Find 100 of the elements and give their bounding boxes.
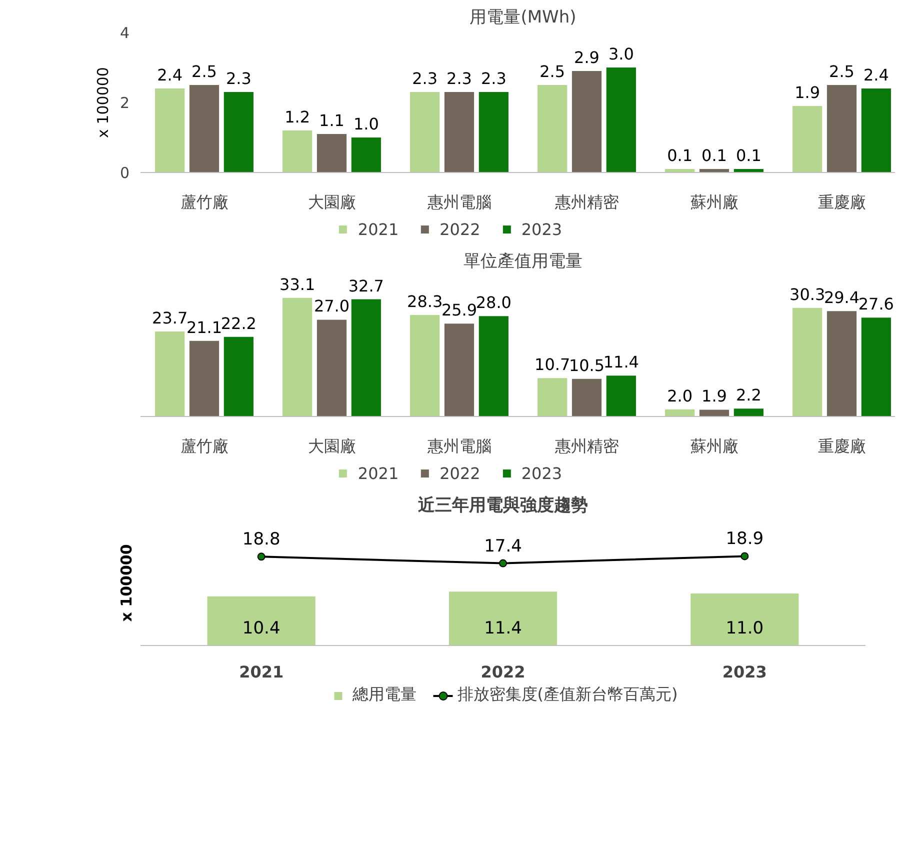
bar — [444, 324, 474, 416]
y-axis-title: x 100000 — [118, 544, 136, 622]
data-label: 10.7 — [534, 355, 570, 374]
data-label: 11.0 — [726, 618, 764, 638]
legend-label: 總用電量 — [352, 684, 416, 706]
x-tick-label: 蘇州廠 — [690, 192, 738, 212]
bar — [155, 332, 185, 416]
data-label: 29.4 — [824, 288, 860, 308]
data-label: 2.3 — [446, 69, 472, 88]
bar — [665, 409, 695, 416]
x-tick-label: 惠州電腦 — [426, 192, 492, 212]
bar — [538, 378, 568, 416]
x-tick-label: 惠州精密 — [554, 192, 619, 212]
data-label: 23.7 — [152, 308, 188, 328]
chart-title: 單位產值用電量 — [464, 252, 582, 272]
y-tick-label: 0 — [120, 164, 130, 182]
bar — [826, 85, 857, 172]
y-axis-title: x 100000 — [94, 67, 112, 138]
data-label: 2.3 — [412, 69, 438, 88]
chart-title: 用電量(MWh) — [470, 8, 576, 28]
y-tick-label: 4 — [120, 24, 130, 42]
data-label: 1.9 — [794, 83, 820, 102]
x-tick-label: 惠州電腦 — [426, 436, 492, 456]
bar — [572, 378, 602, 416]
bar — [478, 92, 508, 172]
bar — [224, 336, 254, 416]
bar — [316, 134, 347, 172]
data-label: 25.9 — [441, 300, 478, 320]
x-tick-label: 蘆竹廠 — [180, 436, 228, 456]
x-tick-label: 蘆竹廠 — [180, 192, 228, 212]
bar — [224, 92, 254, 172]
x-tick-label: 蘇州廠 — [690, 436, 738, 456]
y-tick-label: 2 — [120, 94, 130, 112]
bar — [444, 92, 474, 172]
data-label: 2.5 — [829, 62, 854, 81]
data-label: 30.3 — [790, 284, 826, 304]
x-tick-label: 大園廠 — [308, 192, 356, 212]
legend-label: 2023 — [521, 464, 562, 482]
chart-title: 近三年用電與強度趨勢 — [417, 496, 588, 516]
bar — [282, 298, 312, 416]
data-label: 2.3 — [480, 69, 506, 88]
bar — [351, 138, 381, 172]
bar — [826, 311, 857, 416]
data-label: 2.5 — [540, 62, 566, 81]
data-label: 0.1 — [667, 146, 693, 165]
x-tick-label: 重慶廠 — [818, 192, 866, 212]
x-tick-label: 大園廠 — [308, 436, 356, 456]
bar — [861, 88, 891, 172]
x-tick-label: 重慶廠 — [818, 436, 866, 456]
data-label: 2.4 — [157, 66, 183, 84]
data-label: 1.2 — [284, 108, 310, 126]
legend-label: 2022 — [440, 220, 480, 238]
data-label: 1.0 — [353, 114, 379, 134]
data-label: 32.7 — [348, 276, 384, 296]
bar — [410, 92, 440, 172]
data-label: 2.3 — [226, 69, 252, 88]
legend-label: 2023 — [521, 220, 562, 238]
bar — [478, 316, 508, 416]
legend-label: 2022 — [440, 464, 480, 482]
x-tick-label: 惠州精密 — [554, 436, 619, 456]
data-label: 0.1 — [736, 146, 762, 165]
data-label: 11.4 — [484, 618, 522, 638]
data-label: 1.1 — [319, 111, 344, 130]
data-label: 3.0 — [608, 44, 634, 64]
data-label: 27.0 — [314, 296, 350, 316]
bar — [189, 340, 220, 416]
data-label: 18.8 — [242, 530, 280, 550]
data-label: 2.9 — [574, 48, 600, 67]
bar — [606, 68, 636, 172]
bar — [792, 106, 822, 172]
bar — [538, 85, 568, 172]
legend-label: 2021 — [358, 220, 399, 238]
bar — [316, 320, 347, 416]
bar — [282, 130, 312, 172]
bar — [861, 318, 891, 416]
bar — [606, 376, 636, 416]
bar — [410, 315, 440, 416]
x-tick-label: 2023 — [722, 662, 767, 682]
data-label: 27.6 — [858, 294, 894, 314]
data-label: 2.5 — [192, 62, 217, 81]
data-label: 33.1 — [280, 274, 316, 294]
bar — [351, 299, 381, 416]
data-label: 28.3 — [407, 292, 443, 312]
bar — [699, 410, 730, 416]
x-tick-label: 2022 — [480, 662, 526, 682]
data-label: 2.4 — [863, 66, 889, 84]
bar — [734, 408, 764, 416]
data-label: 28.0 — [476, 293, 512, 312]
data-label: 2.2 — [736, 386, 762, 405]
data-label: 10.4 — [242, 618, 280, 638]
data-label: 18.9 — [726, 529, 764, 550]
data-label: 17.4 — [484, 536, 522, 556]
bar — [572, 71, 602, 172]
x-tick-label: 2021 — [239, 662, 284, 682]
data-label: 21.1 — [186, 318, 222, 337]
legend-label: 2021 — [358, 464, 399, 482]
data-label: 1.9 — [702, 386, 727, 406]
legend-label: 排放密集度(產值新台幣百萬元) — [457, 684, 678, 706]
bar — [189, 85, 220, 172]
bar — [792, 308, 822, 416]
